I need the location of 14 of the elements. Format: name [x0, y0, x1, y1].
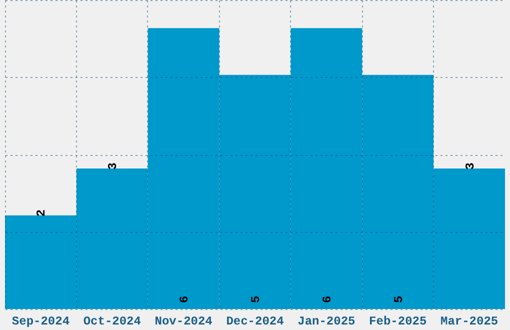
x-tick-label: Dec-2024	[226, 314, 284, 328]
data-label: 3	[106, 162, 120, 170]
data-label: 6	[320, 296, 334, 303]
data-label: 5	[392, 296, 406, 303]
x-tick-label: Sep-2024	[12, 314, 70, 328]
x-tick-label: Feb-2025	[369, 314, 427, 328]
x-tick-label: Mar-2025	[440, 314, 498, 328]
data-label: 3	[463, 162, 478, 170]
data-label: 5	[249, 296, 263, 303]
x-tick-label: Oct-2024	[83, 314, 141, 328]
x-tick-label: Nov-2024	[154, 314, 212, 328]
data-label: 2	[34, 209, 49, 217]
data-label: 6	[178, 296, 192, 303]
x-tick-label: Jan-2025	[298, 314, 356, 328]
